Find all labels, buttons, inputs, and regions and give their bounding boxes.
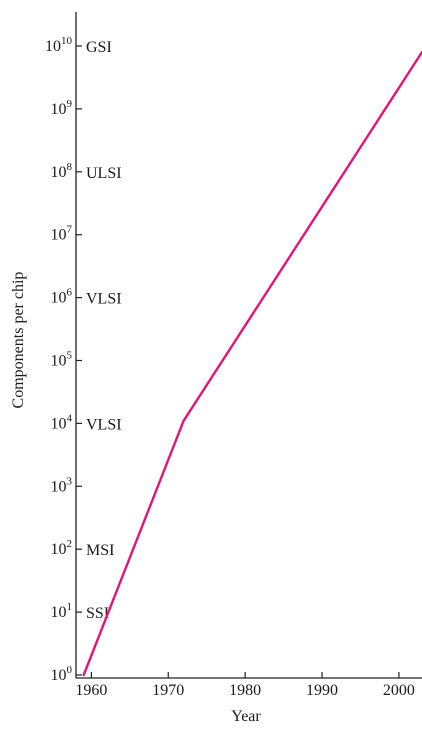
x-tick-label: 1970 [152, 682, 184, 699]
y-tick-label: 1010 [45, 35, 73, 55]
y-tick-base: 10 [51, 604, 67, 621]
level-label: VLSI [86, 291, 122, 308]
y-tick-label: 100 [51, 664, 73, 684]
y-tick-exponent: 2 [67, 538, 73, 550]
y-tick-exponent: 8 [67, 161, 73, 173]
y-tick-exponent: 3 [67, 475, 73, 487]
x-tick-label: 2000 [383, 682, 415, 699]
axes-group [75, 12, 422, 679]
y-tick-base: 10 [51, 415, 67, 432]
y-axis-title: Components per chip [10, 272, 27, 409]
y-tick-label: 103 [51, 475, 73, 495]
y-tick-label: 107 [51, 224, 73, 244]
y-tick-exponent: 0 [67, 664, 73, 676]
x-tick-label: 1960 [75, 682, 107, 699]
level-label: GSI [86, 39, 112, 56]
series-point [182, 419, 185, 422]
x-tick-label: 1980 [229, 682, 261, 699]
level-labels-group: SSI MSI VLSI VLSI ULSI GSI [86, 39, 122, 622]
y-tick-exponent: 5 [67, 350, 73, 362]
series-group [82, 50, 422, 677]
y-tick-label: 101 [51, 601, 73, 621]
y-tick-exponent: 6 [67, 287, 73, 299]
y-tick-base: 10 [51, 478, 67, 495]
y-tick-base: 10 [51, 101, 67, 118]
x-axis-title: Year [231, 708, 261, 725]
x-ticks-group: 1960 1970 1980 1990 2000 [75, 672, 415, 699]
y-tick-label: 104 [51, 412, 73, 432]
level-label: MSI [86, 542, 114, 559]
y-tick-base: 10 [51, 353, 67, 370]
series-line [82, 51, 422, 676]
level-label: SSI [86, 605, 109, 622]
y-tick-exponent: 10 [61, 35, 73, 47]
y-tick-base: 10 [51, 541, 67, 558]
y-tick-base: 10 [51, 667, 67, 684]
series-point [82, 673, 85, 677]
y-tick-exponent: 7 [67, 224, 73, 236]
y-tick-base: 10 [51, 164, 67, 181]
y-tick-label: 106 [51, 287, 73, 307]
y-tick-base: 10 [51, 227, 67, 244]
level-label: VLSI [86, 416, 122, 433]
y-tick-exponent: 1 [67, 601, 73, 613]
y-tick-exponent: 9 [67, 98, 73, 110]
y-tick-base: 10 [51, 290, 67, 307]
y-tick-label: 108 [51, 161, 73, 181]
level-label: ULSI [86, 165, 122, 182]
y-tick-base: 10 [45, 38, 61, 55]
y-tick-label: 105 [51, 350, 73, 370]
y-tick-label: 102 [51, 538, 73, 558]
y-tick-exponent: 4 [67, 412, 73, 424]
x-tick-label: 1990 [306, 682, 338, 699]
y-tick-label: 109 [51, 98, 73, 118]
